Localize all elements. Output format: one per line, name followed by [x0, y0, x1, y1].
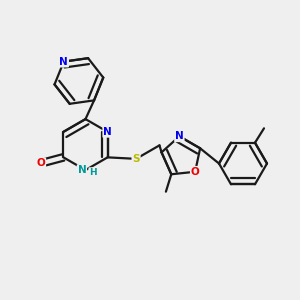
- Text: O: O: [37, 158, 45, 168]
- Text: N: N: [77, 165, 86, 175]
- Text: N: N: [103, 127, 112, 137]
- Text: H: H: [89, 168, 97, 177]
- Text: O: O: [191, 167, 200, 177]
- Text: S: S: [132, 154, 140, 164]
- Text: N: N: [175, 131, 184, 141]
- Text: N: N: [59, 57, 68, 67]
